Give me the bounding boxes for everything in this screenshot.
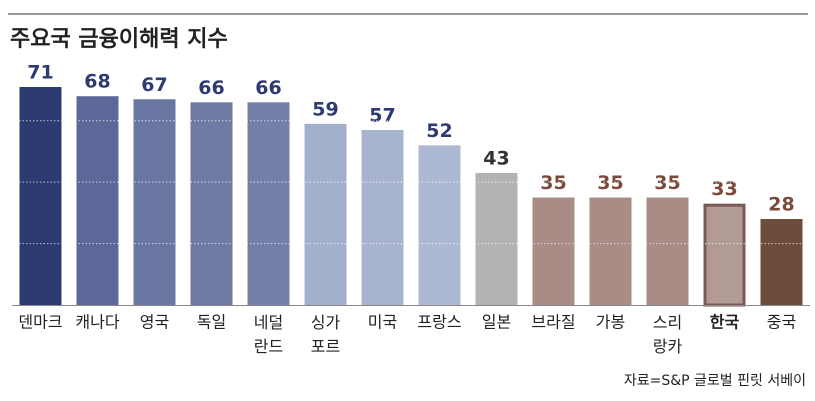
x-tick-label: 일본 <box>482 313 511 332</box>
source: 자료=S&P 글로벌 핀릿 서베이 <box>624 373 806 389</box>
value-label: 43 <box>483 147 509 169</box>
x-tick-label: 스리 랑카 <box>653 313 683 356</box>
value-label: 66 <box>198 77 224 99</box>
x-tick-label: 가봉 <box>596 313 625 332</box>
x-tick-label: 캐나다 <box>75 313 119 332</box>
x-tick-label: 싱가 포르 <box>311 313 341 356</box>
bar <box>190 102 233 305</box>
value-label: 35 <box>597 172 623 194</box>
bar <box>760 219 803 305</box>
bar <box>418 145 461 305</box>
bar <box>646 197 689 305</box>
bar <box>361 129 404 305</box>
value-label: 67 <box>141 74 167 96</box>
bar <box>76 96 119 305</box>
x-tick-label: 프랑스 <box>417 313 461 332</box>
value-label: 66 <box>255 77 281 99</box>
value-label: 71 <box>27 62 53 84</box>
value-label: 59 <box>312 98 338 120</box>
value-label: 35 <box>654 172 680 194</box>
value-label: 68 <box>84 71 110 93</box>
value-label: 28 <box>768 194 794 216</box>
x-tick-label: 덴마크 <box>18 313 62 332</box>
bar <box>475 172 518 305</box>
x-tick-label: 브라질 <box>531 313 575 332</box>
x-tick-label: 한국 <box>710 313 740 332</box>
x-tick-label: 네덜 란드 <box>254 313 283 356</box>
x-tick-label: 중국 <box>767 313 796 332</box>
bar <box>19 87 62 305</box>
bar <box>247 102 290 305</box>
value-label: 35 <box>540 172 566 194</box>
bar <box>133 99 176 305</box>
x-tick-label: 영국 <box>140 313 169 332</box>
chart-title: 주요국 금융이해력 지수 <box>10 27 228 52</box>
x-tick-label: 미국 <box>368 313 397 332</box>
value-label: 57 <box>369 104 395 126</box>
value-label: 33 <box>711 178 737 200</box>
bar <box>589 197 632 305</box>
x-tick-label: 독일 <box>197 313 226 332</box>
bar <box>304 123 347 306</box>
bar <box>703 203 746 307</box>
bar <box>532 197 575 305</box>
value-label: 52 <box>426 120 452 142</box>
